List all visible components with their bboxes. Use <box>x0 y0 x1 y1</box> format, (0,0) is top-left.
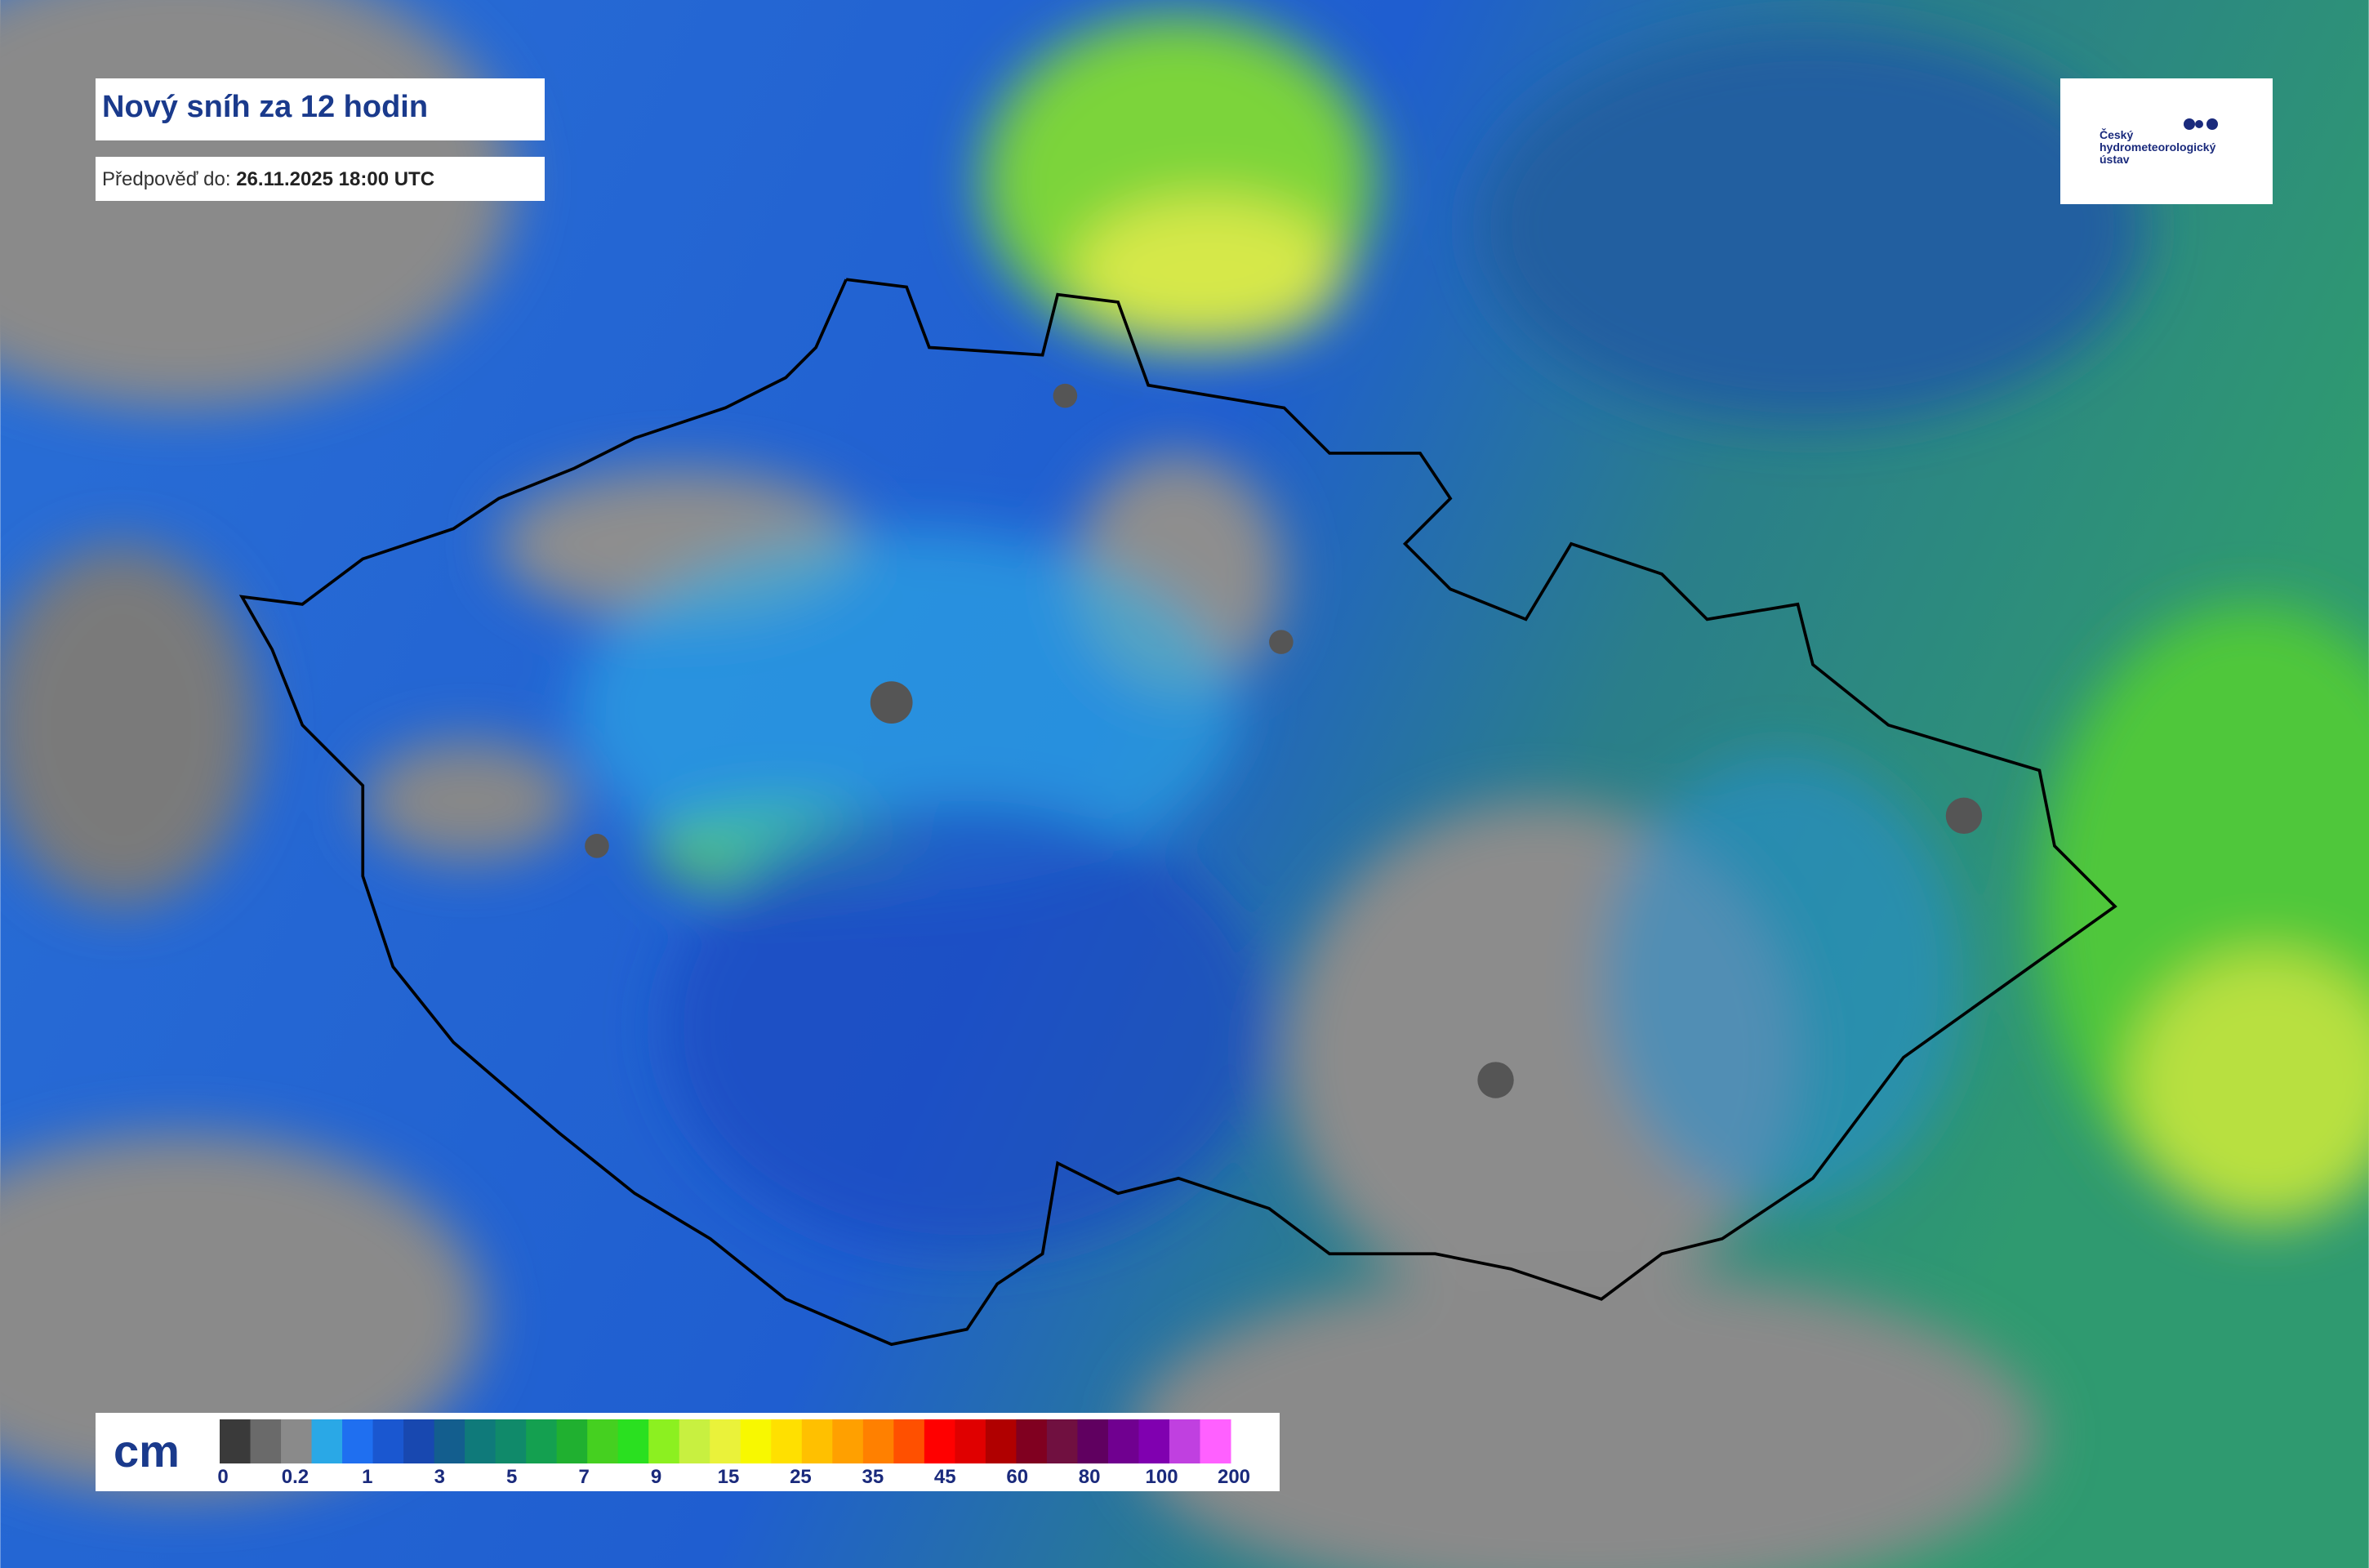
legend-swatch <box>587 1419 619 1463</box>
legend-swatch <box>1077 1419 1109 1463</box>
map-title: Nový sníh za 12 hodin <box>96 78 545 140</box>
legend-swatch <box>1169 1419 1200 1463</box>
legend-label: 9 <box>651 1466 661 1488</box>
legend-swatch <box>220 1419 252 1463</box>
country-border <box>238 278 2117 1347</box>
legend-swatch <box>648 1419 680 1463</box>
legend-scale: 0 0.2 1 3 5 7 9 15 25 35 45 60 80 100 200 <box>217 1419 1250 1488</box>
legend-swatch <box>526 1419 558 1463</box>
legend-swatch <box>679 1419 710 1463</box>
legend-label: 60 <box>1006 1466 1028 1488</box>
legend-swatch <box>434 1419 465 1463</box>
legend-swatch <box>893 1419 925 1463</box>
logo-line: ústav <box>2100 153 2130 166</box>
logo-icon <box>2184 118 2218 130</box>
legend-swatch <box>1200 1419 1231 1463</box>
cities <box>585 383 1983 1098</box>
legend-swatch <box>985 1419 1017 1463</box>
legend-swatch <box>1107 1419 1139 1463</box>
legend-swatch <box>281 1419 313 1463</box>
legend-swatch <box>372 1419 404 1463</box>
legend-swatch <box>342 1419 374 1463</box>
logo: Český hydrometeorologický ústav <box>2060 78 2273 204</box>
legend-swatch <box>924 1419 955 1463</box>
legend-swatch <box>862 1419 894 1463</box>
legend-swatch <box>250 1419 282 1463</box>
legend-swatch <box>1016 1419 1048 1463</box>
logo-line: Český <box>2100 128 2134 141</box>
legend-swatch <box>311 1419 343 1463</box>
legend-swatch <box>495 1419 527 1463</box>
forecast-time: 26.11.2025 18:00 UTC <box>236 168 435 190</box>
legend-swatch <box>955 1419 986 1463</box>
legend-label: 45 <box>934 1466 956 1488</box>
legend-swatch <box>771 1419 803 1463</box>
legend-swatch <box>710 1419 741 1463</box>
legend-swatch <box>465 1419 497 1463</box>
legend-unit: cm <box>114 1425 180 1477</box>
legend-label: 35 <box>862 1466 884 1488</box>
logo-line: hydrometeorologický <box>2100 140 2216 154</box>
legend-label: 100 <box>1146 1466 1178 1488</box>
legend-swatch <box>801 1419 833 1463</box>
legend-label: 15 <box>718 1466 740 1488</box>
legend-label: 5 <box>506 1466 517 1488</box>
legend-label: 80 <box>1079 1466 1101 1488</box>
forecast-label: Předpověď do: <box>102 168 231 190</box>
legend-swatch <box>1138 1419 1170 1463</box>
legend-label: 0 <box>217 1466 228 1488</box>
legend-label: 7 <box>578 1466 589 1488</box>
legend-swatch <box>740 1419 772 1463</box>
forecast-info: Předpověď do: 26.11.2025 18:00 UTC <box>96 157 545 201</box>
legend-swatch <box>617 1419 649 1463</box>
legend-swatch <box>832 1419 864 1463</box>
legend-swatch <box>1046 1419 1078 1463</box>
legend-label: 0.2 <box>282 1466 309 1488</box>
legend-swatch <box>556 1419 588 1463</box>
legend-swatch <box>403 1419 435 1463</box>
legend-label: 3 <box>434 1466 445 1488</box>
logo-text: Český hydrometeorologický ústav <box>2100 129 2215 166</box>
legend: cm 0 0.2 1 3 5 7 9 15 25 35 45 60 80 100 200 <box>96 1413 1280 1491</box>
legend-label: 200 <box>1218 1466 1250 1488</box>
legend-label: 1 <box>362 1466 372 1488</box>
legend-label: 25 <box>790 1466 812 1488</box>
